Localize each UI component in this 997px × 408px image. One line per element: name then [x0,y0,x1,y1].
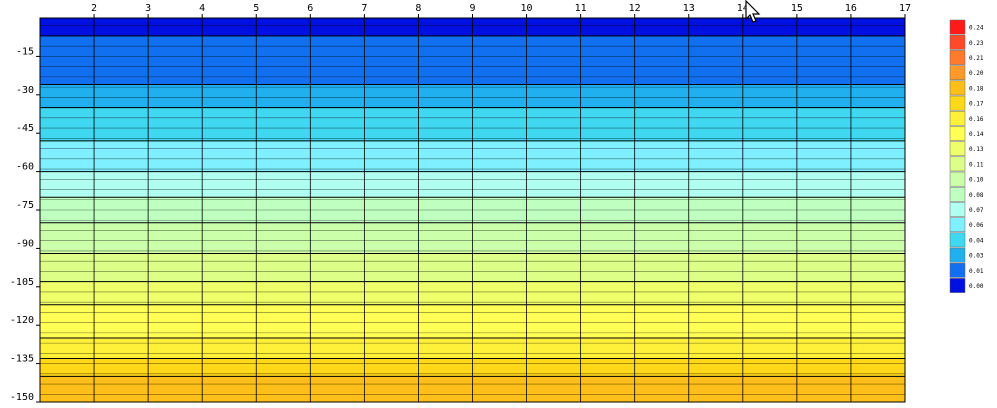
legend-label: 0.16 [969,116,984,123]
y-tick-label: -105 [10,277,34,288]
x-tick-label: 12 [629,3,641,14]
legend-label: 0.03 [969,253,984,260]
legend-label: 0.24 [969,25,984,32]
x-tick-label: 9 [469,3,475,14]
x-tick-label: 7 [361,3,367,14]
y-axis-ticks: -15 -30 -45 -60 -75 -90 -105 -120 -135 -150 [10,46,40,403]
legend-swatch [949,262,966,278]
legend-swatch [949,95,966,111]
legend-label: 0.20 [969,70,984,77]
y-tick-label: -60 [16,162,34,173]
x-axis-ticks: 2 3 4 5 6 7 8 9 10 11 12 13 14 15 16 17 [91,3,911,18]
y-tick-label: -30 [16,85,34,96]
y-tick-label: -75 [16,200,34,211]
legend-label: 0.00 [969,283,984,290]
legend-swatch [949,217,966,233]
legend-label: 0.13 [969,146,984,153]
legend-label: 0.06 [969,222,984,229]
x-tick-label: 14 [737,3,749,14]
legend-label: 0.21 [969,55,984,62]
legend-label: 0.04 [969,237,984,244]
y-tick-label: -120 [10,315,34,326]
x-tick-label: 5 [253,3,259,14]
legend-swatch [949,232,966,248]
legend-swatch [949,19,966,35]
y-tick-label: -135 [10,354,34,365]
x-tick-label: 4 [199,3,205,14]
legend-label: 0.08 [969,192,984,199]
legend-label: 0.11 [969,161,984,168]
legend-swatch [949,34,966,50]
y-tick-label: -90 [16,238,34,249]
legend-swatch [949,278,966,293]
x-tick-label: 13 [683,3,695,14]
x-tick-label: 2 [91,3,97,14]
mouse-cursor-icon [745,0,761,23]
legend-swatch [949,141,966,157]
legend-swatch [949,80,966,96]
x-tick-label: 16 [845,3,857,14]
legend-swatch [949,50,966,65]
legend-swatch [949,247,966,263]
x-tick-label: 6 [307,3,313,14]
x-tick-label: 15 [791,3,803,14]
x-tick-label: 8 [415,3,421,14]
legend-swatch [949,202,966,217]
legend-label: 0.01 [969,268,984,275]
x-tick-label: 17 [899,3,911,14]
legend-label: 0.07 [969,207,984,214]
legend-swatch [949,186,966,202]
legend-swatch [949,126,966,141]
legend-label: 0.23 [969,40,984,47]
y-tick-label: -45 [16,123,34,134]
y-tick-label: -15 [16,46,34,57]
legend-label: 0.18 [969,85,984,92]
legend-label: 0.17 [969,101,984,108]
x-tick-label: 10 [521,3,533,14]
legend-label: 0.14 [969,131,984,138]
legend-swatch [949,110,966,126]
legend-swatch [949,65,966,81]
legend: 0.24 0.23 0.21 0.20 0.18 0.17 0.16 0.14 0.13 0.11… [949,19,984,293]
x-tick-label: 3 [145,3,151,14]
legend-label: 0.10 [969,177,984,184]
legend-swatch [949,171,966,187]
y-tick-label: -150 [10,392,34,403]
x-tick-label: 11 [575,3,587,14]
legend-swatch [949,156,966,172]
